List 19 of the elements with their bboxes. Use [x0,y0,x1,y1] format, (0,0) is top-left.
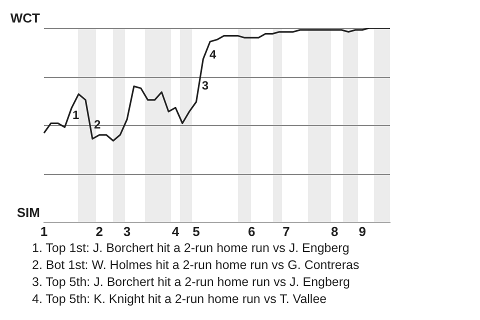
x-tick-label: 5 [192,224,200,239]
x-tick-label: 4 [172,224,180,239]
x-tick-label: 1 [40,224,48,239]
text: 1. Top 1st: J. Borchert hit a 2-run home run vs J. Engberg [32,240,350,257]
annotation: 4 [210,48,217,62]
x-tick-label: 2 [96,224,103,239]
text: SIM [16,204,40,220]
text: 2. Bot 1st: W. Holmes hit a 2-run home run vs G. Contreras [32,257,360,274]
annotation: 2 [94,118,101,132]
x-tick-label: 9 [358,224,366,239]
annotation: 3 [202,78,209,93]
x-tick-label: 3 [123,224,131,239]
text: 4. Top 5th: K. Knight hit a 2-run home run vs T. Vallee [32,291,328,308]
text: WCT [10,10,40,26]
x-tick-label: 7 [282,224,290,239]
x-tick-label: 8 [331,224,338,239]
annotation: 1 [72,108,80,122]
x-tick-label: 6 [248,224,256,239]
text: 3. Top 5th: J. Borchert hit a 2-run home run vs J. Engberg [32,274,351,291]
